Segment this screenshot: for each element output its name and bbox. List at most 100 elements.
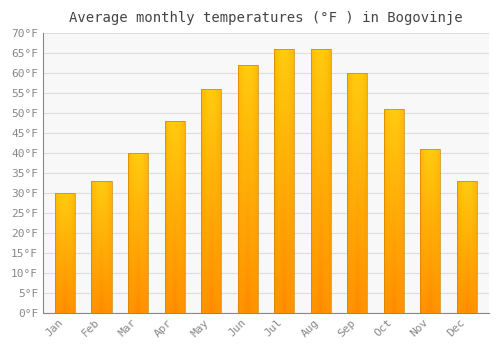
Bar [420,246,440,247]
Bar [128,193,148,195]
Bar [164,223,184,224]
Bar [384,272,404,274]
Bar [201,257,221,259]
Bar [420,244,440,246]
Bar [128,239,148,241]
Bar [92,227,112,228]
Bar [238,75,258,78]
Bar [164,228,184,230]
Bar [164,238,184,240]
Bar [384,302,404,304]
Bar [201,275,221,277]
Bar [348,200,368,202]
Bar [348,289,368,291]
Bar [55,277,75,278]
Bar [274,94,294,97]
Bar [238,290,258,293]
Bar [201,190,221,192]
Bar [348,152,368,155]
Bar [274,228,294,231]
Bar [457,301,477,302]
Bar [128,257,148,258]
Bar [457,248,477,250]
Bar [164,146,184,148]
Bar [55,264,75,265]
Bar [128,263,148,265]
Bar [274,289,294,292]
Bar [201,152,221,154]
Bar [274,210,294,212]
Bar [274,73,294,76]
Bar [457,303,477,305]
Bar [55,247,75,248]
Bar [201,161,221,163]
Bar [384,176,404,178]
Bar [274,286,294,289]
Bar [238,248,258,251]
Bar [348,73,368,313]
Bar [164,134,184,136]
Bar [420,169,440,170]
Bar [274,160,294,162]
Bar [310,62,331,65]
Bar [128,225,148,226]
Bar [201,310,221,313]
Bar [310,144,331,147]
Bar [55,278,75,279]
Bar [164,127,184,129]
Bar [55,211,75,212]
Bar [55,202,75,204]
Bar [310,112,331,115]
Bar [92,276,112,277]
Bar [274,202,294,205]
Bar [310,191,331,194]
Bar [420,296,440,298]
Bar [201,205,221,208]
Bar [128,153,148,313]
Bar [420,236,440,237]
Bar [348,277,368,279]
Bar [420,180,440,182]
Bar [92,251,112,252]
Bar [128,250,148,252]
Bar [274,97,294,99]
Bar [92,247,112,248]
Bar [384,304,404,307]
Bar [384,286,404,288]
Bar [457,255,477,256]
Bar [55,240,75,241]
Bar [274,236,294,239]
Bar [201,136,221,138]
Bar [348,202,368,205]
Bar [457,307,477,309]
Bar [457,288,477,289]
Bar [310,236,331,239]
Bar [201,127,221,130]
Bar [92,265,112,267]
Bar [420,215,440,216]
Bar [384,180,404,182]
Bar [348,188,368,190]
Bar [457,240,477,241]
Bar [55,304,75,306]
Bar [348,150,368,152]
Bar [348,133,368,135]
Bar [128,230,148,231]
Bar [238,142,258,144]
Bar [274,52,294,55]
Bar [128,304,148,306]
Bar [420,293,440,295]
Bar [310,302,331,305]
Bar [384,123,404,125]
Bar [201,254,221,257]
Bar [420,211,440,213]
Bar [55,246,75,247]
Bar [128,201,148,202]
Bar [384,252,404,254]
Bar [238,278,258,280]
Bar [128,207,148,209]
Bar [92,183,112,185]
Bar [164,159,184,161]
Bar [201,196,221,199]
Bar [92,281,112,282]
